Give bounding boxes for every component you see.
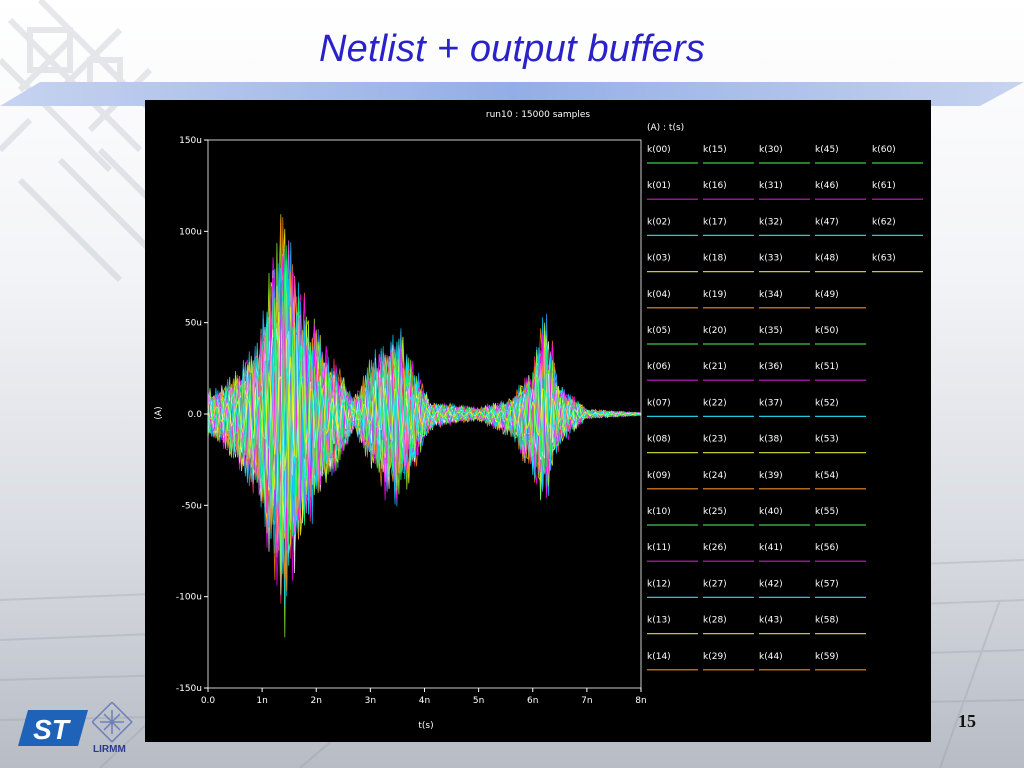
legend-entry: k(00) (647, 145, 671, 155)
waveform-traces (207, 214, 642, 638)
svg-text:ST: ST (33, 714, 72, 745)
axes: 150u 100u 50u 0.0 -50u -100u -150u 0.0 1n 2n 3n 4n 5… (176, 136, 647, 706)
legend-entry: k(27) (703, 579, 727, 589)
lirmm-logo-text: LIRMM (93, 744, 126, 755)
legend-entry: k(19) (703, 290, 727, 300)
x-tick-label: 6n (527, 696, 538, 706)
legend-entry: k(32) (759, 217, 783, 227)
legend-entry: k(60) (872, 145, 896, 155)
legend-entry: k(45) (815, 145, 839, 155)
legend-entry: k(24) (703, 471, 727, 481)
plot-panel: run10 : 15000 samples (A) : t(s) (A) t(s… (145, 100, 931, 742)
y-tick-label: 0.0 (188, 410, 203, 420)
legend-entry: k(50) (815, 326, 839, 336)
legend-entry: k(06) (647, 362, 671, 372)
legend-entry: k(28) (703, 616, 727, 626)
st-logo: ST (18, 710, 88, 746)
legend-entry: k(49) (815, 290, 839, 300)
legend-entry: k(17) (703, 217, 727, 227)
legend-entry: k(51) (815, 362, 839, 372)
legend-entry: k(34) (759, 290, 783, 300)
page-number: 15 (958, 711, 976, 731)
legend-entry: k(54) (815, 471, 839, 481)
legend-entry: k(52) (815, 398, 839, 408)
x-tick-label: 0.0 (201, 696, 216, 706)
lirmm-logo (92, 702, 133, 743)
legend-entry: k(36) (759, 362, 783, 372)
legend-entry: k(04) (647, 290, 671, 300)
legend-entry: k(53) (815, 435, 839, 445)
legend-entry: k(48) (815, 254, 839, 264)
x-tick-label: 7n (581, 696, 592, 706)
legend-entry: k(08) (647, 435, 671, 445)
y-tick-label: 50u (185, 319, 202, 329)
legend-entry: k(03) (647, 254, 671, 264)
legend-entry: k(63) (872, 254, 896, 264)
waveform-trace (207, 267, 642, 547)
legend-entry: k(20) (703, 326, 727, 336)
legend-entry: k(40) (759, 507, 783, 517)
y-tick-label: -100u (176, 593, 202, 603)
legend-entry: k(13) (647, 616, 671, 626)
legend-entry: k(23) (703, 435, 727, 445)
legend-entry: k(47) (815, 217, 839, 227)
legend-entry: k(02) (647, 217, 671, 227)
legend-entry: k(41) (759, 543, 783, 553)
legend-entry: k(44) (759, 652, 783, 662)
y-tick-label: 150u (179, 136, 202, 146)
legend-entry: k(57) (815, 579, 839, 589)
legend-entry: k(39) (759, 471, 783, 481)
legend-entry: k(25) (703, 507, 727, 517)
legend-entry: k(21) (703, 362, 727, 372)
x-tick-label: 1n (256, 696, 267, 706)
legend-entry: k(59) (815, 652, 839, 662)
y-tick-label: -50u (182, 501, 202, 511)
legend-entry: k(38) (759, 435, 783, 445)
legend-header: (A) : t(s) (647, 123, 684, 133)
slide-title: Netlist + output buffers (318, 28, 706, 70)
legend-entry: k(26) (703, 543, 727, 553)
x-tick-label: 3n (365, 696, 376, 706)
legend-entry: k(16) (703, 181, 727, 191)
x-tick-label: 4n (419, 696, 430, 706)
legend-entry: k(55) (815, 507, 839, 517)
legend-entry: k(05) (647, 326, 671, 336)
x-axis-label: t(s) (418, 721, 433, 731)
x-tick-label: 2n (311, 696, 322, 706)
legend-entry: k(46) (815, 181, 839, 191)
legend-entry: k(61) (872, 181, 896, 191)
legend-entry: k(30) (759, 145, 783, 155)
legend-entry: k(14) (647, 652, 671, 662)
y-tick-label: 100u (179, 227, 202, 237)
legend-entry: k(22) (703, 398, 727, 408)
legend-entry: k(18) (703, 254, 727, 264)
legend-entry: k(33) (759, 254, 783, 264)
legend-entry: k(01) (647, 181, 671, 191)
legend-entry: k(12) (647, 579, 671, 589)
legend-entry: k(56) (815, 543, 839, 553)
legend-entry: k(43) (759, 616, 783, 626)
legend: k(00) k(01) k(02) k(03) k(04) k(05) k(06) k(07)… (647, 145, 923, 671)
y-axis-label: (A) (154, 406, 164, 419)
chart-title: run10 : 15000 samples (486, 110, 591, 120)
legend-entry: k(09) (647, 471, 671, 481)
legend-entry: k(37) (759, 398, 783, 408)
legend-entry: k(11) (647, 543, 671, 553)
legend-entry: k(58) (815, 616, 839, 626)
legend-entry: k(29) (703, 652, 727, 662)
x-tick-label: 5n (473, 696, 484, 706)
legend-entry: k(42) (759, 579, 783, 589)
x-tick-label: 8n (635, 696, 646, 706)
legend-entry: k(10) (647, 507, 671, 517)
legend-entry: k(07) (647, 398, 671, 408)
legend-entry: k(15) (703, 145, 727, 155)
legend-entry: k(35) (759, 326, 783, 336)
waveform-chart: run10 : 15000 samples (A) : t(s) (A) t(s… (154, 110, 923, 731)
legend-entry: k(62) (872, 217, 896, 227)
y-tick-label: -150u (176, 684, 202, 694)
legend-entry: k(31) (759, 181, 783, 191)
